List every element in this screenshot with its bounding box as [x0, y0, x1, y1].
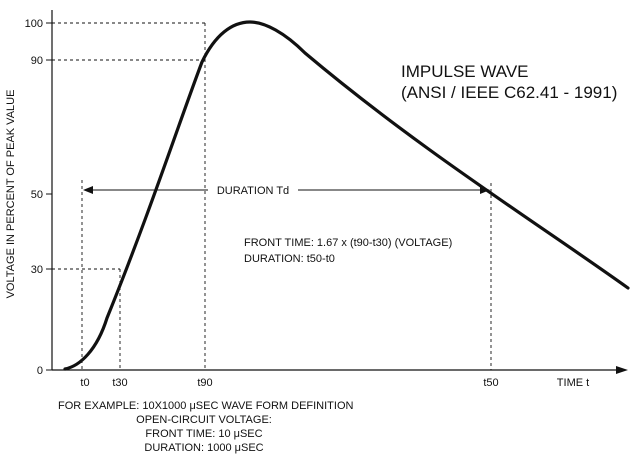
y-tick-label-50: 50: [31, 189, 43, 201]
x-axis-label: TIME t: [557, 377, 589, 389]
duration-formula: DURATION: t50-t0: [244, 253, 335, 265]
y-tick-label-100: 100: [25, 18, 43, 30]
example-definition: FOR EXAMPLE: 10X1000 μSEC WAVE FORM DEFI…: [58, 400, 354, 412]
front-time-formula: FRONT TIME: 1.67 x (t90-t30) (VOLTAGE): [244, 237, 452, 249]
diagram-subtitle: (ANSI / IEEE C62.41 - 1991): [401, 83, 617, 102]
x-tick-label-t30: t30: [112, 377, 127, 389]
reference-lines: [52, 22, 492, 370]
example-open-circuit-voltage: OPEN-CIRCUIT VOLTAGE:: [136, 414, 272, 426]
x-tick-label-t50: t50: [483, 377, 498, 389]
x-axis-arrowhead: [616, 366, 628, 374]
example-front-time: FRONT TIME: 10 μSEC: [145, 428, 262, 440]
duration-arrowhead-left: [83, 186, 93, 194]
x-tick-label-t0: t0: [80, 377, 89, 389]
duration-label: DURATION Td: [217, 185, 289, 197]
y-tick-label-90: 90: [31, 55, 43, 67]
y-axis-label: VOLTAGE IN PERCENT OF PEAK VALUE: [5, 90, 17, 299]
y-tick-label-0: 0: [37, 365, 43, 377]
x-tick-label-t90: t90: [197, 377, 212, 389]
y-tick-label-30: 30: [31, 264, 43, 276]
impulse-waveform-curve: [63, 20, 630, 371]
diagram-title: IMPULSE WAVE: [401, 62, 529, 81]
example-duration: DURATION: 1000 μSEC: [144, 442, 263, 454]
